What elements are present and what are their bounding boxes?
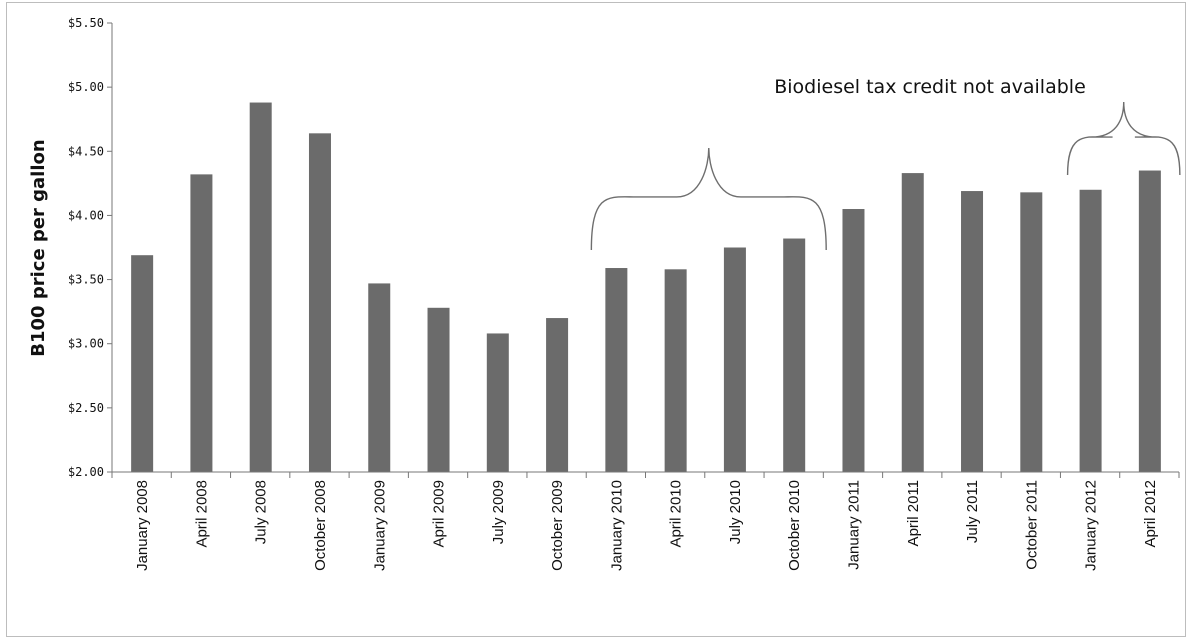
y-tick-label: $4.00 xyxy=(68,208,104,222)
bar xyxy=(783,238,806,472)
y-tick-label: $3.50 xyxy=(68,273,104,287)
bar xyxy=(723,247,746,472)
y-tick-label: $2.00 xyxy=(68,465,104,479)
bar xyxy=(190,174,213,472)
x-ticks-group: January 2008 April 2008 July 2008 October 2… xyxy=(111,472,1180,571)
bar xyxy=(901,173,924,472)
x-tick-label: July 2010 xyxy=(727,480,744,544)
y-tick-label: $5.00 xyxy=(68,80,104,94)
bar xyxy=(368,283,391,472)
bar xyxy=(249,102,272,472)
bar xyxy=(664,269,687,472)
curly-brace xyxy=(590,147,827,251)
annotation-braces xyxy=(590,101,1181,251)
y-tick-label: $3.00 xyxy=(68,337,104,351)
x-tick-label: April 2008 xyxy=(193,480,210,548)
y-tick-label: $2.50 xyxy=(68,401,104,415)
bar xyxy=(131,255,154,472)
bar xyxy=(486,333,509,472)
x-tick-label: January 2012 xyxy=(1083,480,1100,571)
bar xyxy=(605,268,628,472)
bar xyxy=(546,318,569,472)
x-tick-label: October 2009 xyxy=(549,480,566,571)
bar xyxy=(427,307,450,472)
bar xyxy=(1020,192,1043,472)
y-tick-label: $4.50 xyxy=(68,144,104,158)
x-tick-label: January 2010 xyxy=(608,480,625,571)
annotation-text: Biodiesel tax credit not available xyxy=(774,76,1086,98)
bars-group xyxy=(131,102,1161,472)
x-tick-label: October 2010 xyxy=(786,480,803,571)
y-tick-label: $5.50 xyxy=(68,16,104,30)
bar xyxy=(308,133,331,472)
y-ticks-group: $2.00 $2.50 $3.00 $3.50 $4.00 $4.50 $5.00 $5.50 xyxy=(68,16,112,479)
curly-brace xyxy=(1066,101,1181,176)
x-tick-label: January 2008 xyxy=(134,480,151,571)
y-axis-title: B100 price per gallon xyxy=(28,139,49,356)
bar xyxy=(842,209,865,472)
bar xyxy=(1138,170,1161,472)
x-tick-label: October 2011 xyxy=(1023,480,1040,570)
x-tick-label: April 2012 xyxy=(1142,480,1159,548)
x-tick-label: October 2008 xyxy=(312,480,329,571)
x-tick-label: April 2010 xyxy=(668,480,685,548)
x-tick-label: July 2009 xyxy=(490,480,507,544)
bar xyxy=(1079,189,1102,472)
bar xyxy=(961,191,984,472)
x-tick-label: January 2011 xyxy=(845,480,862,570)
x-tick-label: July 2008 xyxy=(253,480,270,544)
x-tick-label: April 2011 xyxy=(905,480,922,546)
x-tick-label: January 2009 xyxy=(371,480,388,571)
x-tick-label: July 2011 xyxy=(964,480,981,543)
x-tick-label: April 2009 xyxy=(431,480,448,548)
